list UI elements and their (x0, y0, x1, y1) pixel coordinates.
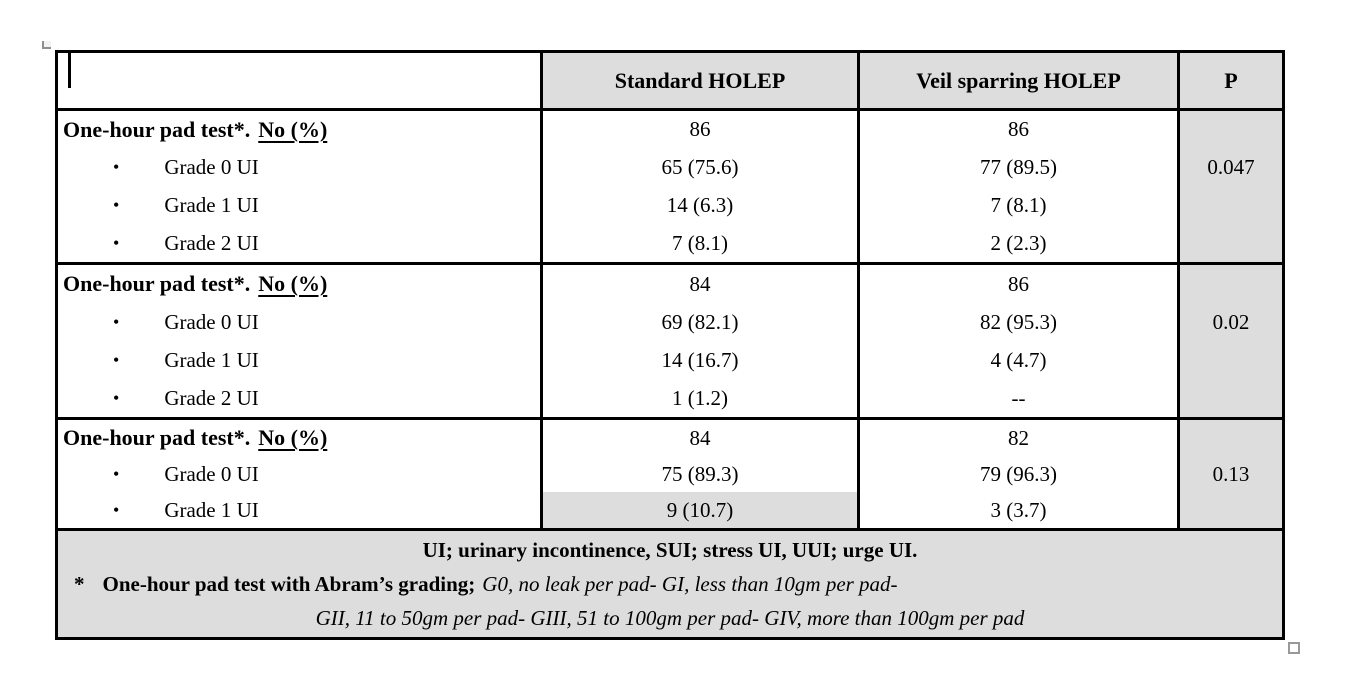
value: 86 (1008, 271, 1029, 296)
veil-sparring-holep-cell[interactable]: 86 77 (89.5) 7 (8.1) 2 (2.3) (860, 111, 1180, 262)
table-section-row-1: One-hour pad test*. No (%) • Grade 0 UI … (58, 111, 1282, 265)
standard-holep-cell[interactable]: 86 65 (75.6) 14 (6.3) 7 (8.1) (543, 111, 860, 262)
p-value-cell[interactable]: 0.13 (1180, 420, 1282, 528)
table-header-row: Standard HOLEP Veil sparring HOLEP P (58, 53, 1282, 111)
p-value: 0.02 (1212, 309, 1250, 334)
value: 65 (75.6) (661, 155, 739, 180)
list-item: • Grade 1 UI (58, 187, 540, 225)
row-label-cell[interactable]: One-hour pad test*. No (%) • Grade 0 UI … (58, 265, 543, 417)
value: 2 (2.3) (990, 230, 1047, 255)
row-header-underlined: No (%) (258, 116, 328, 142)
footnote-bold-text: One-hour pad test with Abram’s grading; (102, 571, 476, 596)
p-value-cell[interactable]: 0.047 (1180, 111, 1282, 262)
column-header-label: Veil sparring HOLEP (916, 67, 1121, 93)
value: 14 (16.7) (661, 347, 739, 372)
value: 79 (96.3) (980, 461, 1057, 486)
row-header-text: One-hour pad test*. (63, 425, 251, 450)
bullet-icon: • (113, 463, 120, 484)
row-header: One-hour pad test*. No (%) (58, 111, 540, 149)
list-item: • Grade 2 UI (58, 224, 540, 262)
p-value: 0.13 (1212, 461, 1250, 486)
list-item-label: Grade 2 UI (164, 230, 259, 255)
bullet-icon: • (113, 499, 120, 520)
footnote-abbreviations: UI; urinary incontinence, SUI; stress UI… (422, 537, 918, 562)
bullet-icon: • (113, 387, 120, 408)
p-value: 0.047 (1207, 155, 1255, 180)
value: 77 (89.5) (980, 155, 1057, 180)
list-item-label: Grade 1 UI (164, 347, 259, 372)
footnote-pad-test-definition: * One-hour pad test with Abram’s grading… (70, 567, 1270, 601)
value: 4 (4.7) (990, 347, 1047, 372)
value: -- (1011, 385, 1026, 410)
list-item-label: Grade 0 UI (164, 309, 259, 334)
list-item: • Grade 0 UI (58, 303, 540, 341)
row-label-cell[interactable]: One-hour pad test*. No (%) • Grade 0 UI … (58, 420, 543, 528)
list-item-label: Grade 1 UI (164, 192, 259, 217)
bullet-icon: • (113, 311, 120, 332)
header-cell-standard-holep[interactable]: Standard HOLEP (543, 53, 860, 108)
list-item: • Grade 2 UI (58, 379, 540, 417)
list-item: • Grade 1 UI (58, 341, 540, 379)
row-header: One-hour pad test*. No (%) (58, 265, 540, 303)
table-section-row-2: One-hour pad test*. No (%) • Grade 0 UI … (58, 265, 1282, 420)
value: 86 (1008, 117, 1029, 142)
value: 84 (689, 425, 711, 450)
column-header-label: P (1224, 67, 1238, 93)
list-item: • Grade 0 UI (58, 456, 540, 492)
value: 69 (82.1) (661, 309, 739, 334)
value: 75 (89.3) (661, 461, 739, 486)
value: 82 (1008, 425, 1029, 450)
bullet-icon: • (113, 232, 120, 253)
value: 7 (8.1) (990, 192, 1047, 217)
value: 86 (689, 117, 711, 142)
list-item: • Grade 0 UI (58, 149, 540, 187)
header-cell-empty[interactable] (58, 53, 543, 108)
value: 1 (1.2) (672, 385, 728, 410)
value: 84 (689, 271, 711, 296)
list-item-label: Grade 1 UI (164, 497, 259, 522)
row-label-cell[interactable]: One-hour pad test*. No (%) • Grade 0 UI … (58, 111, 543, 262)
row-header-text: One-hour pad test*. (63, 116, 251, 142)
list-item-label: Grade 2 UI (164, 385, 259, 410)
list-item-label: Grade 0 UI (164, 461, 259, 486)
footnote-content: UI; urinary incontinence, SUI; stress UI… (70, 533, 1270, 635)
asterisk-marker: * (74, 571, 85, 596)
list-item: • Grade 1 UI (58, 492, 540, 528)
header-cell-veil-sparring-holep[interactable]: Veil sparring HOLEP (860, 53, 1180, 108)
column-header-label: Standard HOLEP (614, 67, 786, 93)
row-header-underlined: No (%) (258, 425, 328, 450)
p-value-cell[interactable]: 0.02 (1180, 265, 1282, 417)
results-table: Standard HOLEP Veil sparring HOLEP P One… (55, 50, 1285, 640)
bullet-icon: • (113, 157, 120, 178)
standard-holep-cell[interactable]: 84 75 (89.3) 9 (10.7) (543, 420, 860, 528)
footnote-grading-continued: GII, 11 to 50gm per pad- GIII, 51 to 100… (315, 605, 1025, 630)
text-cursor (68, 53, 71, 88)
row-header-text: One-hour pad test*. (63, 271, 251, 296)
table-footnote-row[interactable]: UI; urinary incontinence, SUI; stress UI… (58, 531, 1282, 637)
veil-sparring-holep-cell[interactable]: 86 82 (95.3) 4 (4.7) -- (860, 265, 1180, 417)
value: 3 (3.7) (990, 497, 1047, 522)
value-shaded: 9 (10.7) (543, 492, 857, 528)
value: 14 (6.3) (666, 192, 734, 217)
value: 82 (95.3) (980, 309, 1057, 334)
row-header: One-hour pad test*. No (%) (58, 420, 540, 456)
value: 7 (8.1) (672, 230, 728, 255)
bullet-icon: • (113, 349, 120, 370)
header-cell-p[interactable]: P (1180, 53, 1282, 108)
veil-sparring-holep-cell[interactable]: 82 79 (96.3) 3 (3.7) (860, 420, 1180, 528)
page-corner-mark (42, 41, 51, 49)
row-header-underlined: No (%) (258, 271, 328, 296)
bullet-icon: • (113, 194, 120, 215)
standard-holep-cell[interactable]: 84 69 (82.1) 14 (16.7) 1 (1.2) (543, 265, 860, 417)
footnote-italic-text: G0, no leak per pad- GI, less than 10gm … (482, 571, 898, 596)
list-item-label: Grade 0 UI (164, 155, 259, 180)
table-resize-handle[interactable] (1288, 642, 1300, 654)
table-section-row-3: One-hour pad test*. No (%) • Grade 0 UI … (58, 420, 1282, 531)
